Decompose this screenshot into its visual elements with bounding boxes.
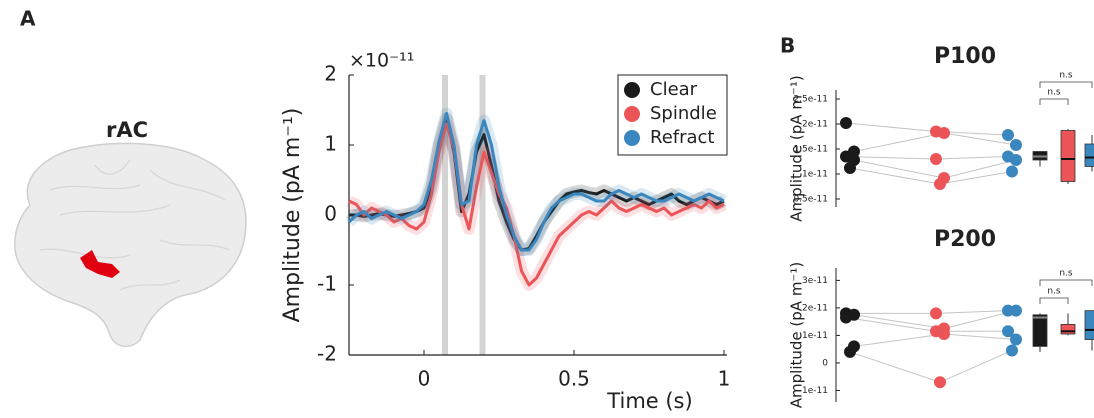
subject-link (853, 333, 945, 347)
legend-label: Clear (650, 79, 698, 100)
box (1060, 130, 1076, 182)
y-tick-label: 2e-11 (802, 303, 828, 313)
y-axis-label: Amplitude (pA m⁻¹) (788, 75, 806, 221)
significance-bracket (1039, 279, 1093, 286)
legend: Clear Spindle Refract (617, 74, 728, 156)
subject-link (849, 167, 941, 185)
y-tick-label: -1 (317, 272, 337, 296)
y-tick-label: -2 (317, 342, 337, 366)
subject-link (939, 171, 1013, 185)
legend-marker (624, 82, 640, 98)
y-tick-label: 2e-11 (802, 120, 828, 130)
y-tick-label: 2 (324, 62, 337, 86)
subject-dot (1010, 304, 1022, 317)
y-tick-label: 1 (324, 132, 337, 156)
region-patch (80, 250, 120, 278)
box (1084, 143, 1094, 167)
y-tick-label: 2.5e-11 (793, 95, 828, 105)
y-tick-label: 0 (822, 358, 828, 368)
panel-label: A (20, 7, 36, 31)
box (1060, 324, 1076, 335)
subject-dot (1010, 333, 1022, 346)
y-tick-label: -1e-11 (799, 386, 828, 396)
x-tick-label: 0 (418, 367, 431, 391)
y-tick-label: 1e-11 (802, 170, 828, 180)
significance-label: n.s (1047, 287, 1061, 297)
subject-link (853, 132, 945, 152)
subject-dot (1010, 139, 1022, 151)
subject-dot (1006, 165, 1018, 178)
chart-title: P100 (934, 44, 996, 69)
y-tick-label: 0 (324, 202, 337, 226)
significance-label: n.s (1059, 71, 1073, 81)
subject-dot (1002, 129, 1014, 141)
subject-link (845, 317, 937, 332)
subject-link (849, 351, 941, 383)
legend-label: Spindle (650, 103, 717, 124)
significance-label: n.s (1059, 269, 1073, 279)
x-axis-label: Time (s) (606, 389, 692, 413)
x-tick-label: 1 (718, 367, 731, 391)
series-line (347, 112, 725, 252)
y-axis-label: Amplitude (pA m⁻¹) (280, 108, 305, 323)
subject-dot (840, 117, 852, 129)
subject-dot (1002, 325, 1014, 338)
subject-link (935, 156, 1009, 160)
subject-dot (934, 376, 946, 389)
significance-label: n.s (1047, 88, 1061, 98)
subject-link (939, 350, 1013, 383)
box (1084, 310, 1094, 340)
subject-dot (938, 328, 950, 341)
box (1032, 314, 1048, 347)
legend-label: Refract (650, 127, 715, 148)
legend-marker (624, 106, 640, 122)
subject-dot (938, 127, 950, 139)
panel-label: B (780, 34, 795, 58)
subject-link (935, 310, 1009, 314)
subject-link (943, 159, 1017, 179)
subject-dot (840, 311, 852, 324)
y-multiplier: ×10⁻¹¹ (349, 50, 414, 72)
highlight-band (479, 75, 486, 355)
significance-bracket (1039, 98, 1069, 105)
region-label: rAC (106, 118, 148, 142)
y-tick-label: 3e-11 (802, 276, 828, 286)
legend-marker (624, 130, 640, 146)
subject-link (845, 156, 937, 160)
significance-bracket (1039, 81, 1093, 88)
series-line (348, 122, 725, 287)
y-tick-label: 1.5e-11 (793, 145, 828, 155)
subject-dot (844, 345, 856, 358)
highlight-band (442, 75, 448, 355)
subject-dot (1010, 154, 1022, 166)
subject-link (853, 159, 945, 179)
subject-dot (844, 162, 856, 174)
subject-dot (934, 178, 946, 190)
y-axis-label: Amplitude (pA m⁻¹) (788, 262, 806, 408)
brain (14, 142, 247, 347)
subject-dot (930, 153, 942, 165)
subject-dot (930, 307, 942, 320)
brain-gyri (39, 159, 231, 291)
subject-link (943, 132, 1017, 146)
x-tick-label: 0.5 (558, 367, 590, 391)
subject-dot (1006, 344, 1018, 357)
significance-bracket (1039, 297, 1069, 304)
brain-outline (14, 142, 247, 347)
y-tick-label: 1e-11 (802, 331, 828, 341)
subject-link (845, 122, 937, 132)
chart-title: P200 (934, 227, 996, 252)
subject-link (943, 333, 1017, 341)
y-tick-label: 0.5e-11 (793, 195, 828, 205)
subject-link (853, 314, 945, 330)
